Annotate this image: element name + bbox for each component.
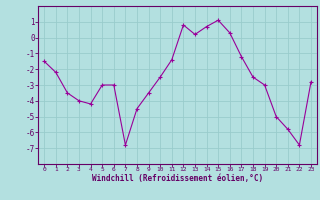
X-axis label: Windchill (Refroidissement éolien,°C): Windchill (Refroidissement éolien,°C) xyxy=(92,174,263,183)
